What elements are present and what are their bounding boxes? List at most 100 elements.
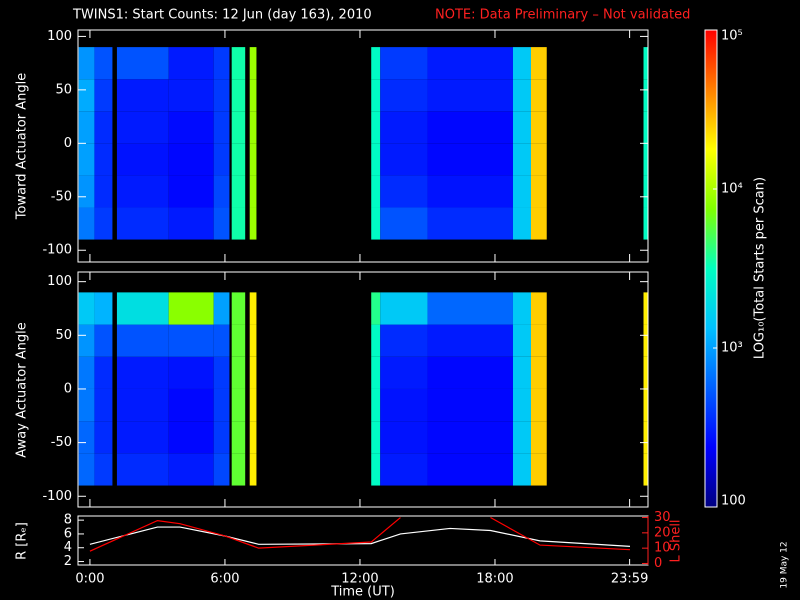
heatmap-cell [427, 453, 513, 486]
heatmap-cell [116, 47, 169, 80]
heatmap-cell [380, 356, 428, 389]
heatmap-cell [371, 421, 381, 454]
y-tick-label: 50 [55, 82, 72, 97]
heatmap-cell [371, 292, 381, 325]
line-series [89, 526, 631, 547]
heatmap-cell [249, 111, 257, 144]
heatmap-cell [78, 143, 95, 176]
y-tick-label: -100 [42, 243, 72, 258]
heatmap-cell [371, 79, 381, 112]
heatmap-cell [94, 421, 113, 454]
heatmap-cell [168, 421, 214, 454]
heatmap-cell [427, 421, 513, 454]
heatmap-cell [512, 356, 531, 389]
heatmap-cell [643, 111, 648, 144]
heatmap-cell [380, 453, 428, 486]
heatmap-cell [371, 207, 381, 240]
heatmap-cell [643, 143, 648, 176]
colorbar-tick-label: 10⁴ [721, 182, 743, 197]
x-tick-label: 12:00 [341, 572, 378, 587]
heatmap-cell [249, 356, 257, 389]
y-tick-label: 8 [64, 513, 72, 528]
heatmap-cell [231, 453, 246, 486]
heatmap-cell [168, 356, 214, 389]
heatmap-cell [116, 356, 169, 389]
colorbar-tick-label: 100 [721, 494, 746, 509]
heatmap-cell [530, 175, 547, 208]
heatmap-cell [116, 292, 169, 325]
heatmap-cell [116, 324, 169, 357]
heatmap-cell [643, 388, 648, 422]
heatmap-cell [231, 421, 246, 454]
heatmap-cell [78, 207, 95, 240]
y-tick-label: -50 [51, 189, 72, 204]
y2-axis-label: L Shell [669, 519, 684, 562]
heatmap-cell [78, 79, 95, 112]
heatmap-cell [530, 292, 547, 325]
heatmap-cell [168, 207, 214, 240]
heatmap-cell [78, 324, 95, 357]
heatmap-cell [249, 421, 257, 454]
heatmap-cell [371, 175, 381, 208]
heatmap-cell [231, 292, 246, 325]
heatmap-cell [168, 47, 214, 80]
heatmap-cell [380, 111, 428, 144]
heatmap-cell [94, 79, 113, 112]
x-tick-label: 0:00 [75, 572, 104, 587]
heatmap-cell [530, 453, 547, 486]
heatmap-cell [78, 356, 95, 389]
heatmap-cell [380, 207, 428, 240]
heatmap-cell [94, 175, 113, 208]
colorbar-tick-label: 10⁵ [721, 29, 743, 44]
heatmap-cell [78, 421, 95, 454]
heatmap-cell [168, 175, 214, 208]
heatmap-cell [371, 453, 381, 486]
heatmap-cell [249, 79, 257, 112]
heatmap-cell [231, 79, 246, 112]
heatmap-cell [371, 324, 381, 357]
heatmap-cell [427, 324, 513, 357]
heatmap-cell [427, 175, 513, 208]
y-tick-label: 4 [64, 540, 72, 555]
heatmap-cell [249, 207, 257, 240]
y-tick-label: -50 [51, 435, 72, 450]
heatmap-cell [643, 292, 648, 325]
note: NOTE: Data Preliminary – Not validated [435, 8, 690, 23]
heatmap-cell [94, 453, 113, 486]
y-tick-label: 100 [47, 29, 72, 44]
y2-tick-label: 10 [654, 541, 671, 556]
heatmap-cell [512, 292, 531, 325]
heatmap-cell [427, 356, 513, 389]
heatmap-cell [116, 175, 169, 208]
heatmap-cell [168, 292, 214, 325]
heatmap-cell [380, 292, 428, 325]
x-tick-label: 23:59 [611, 572, 648, 587]
heatmap-cell [530, 421, 547, 454]
heatmap-cell [116, 421, 169, 454]
heatmap-cell [116, 388, 169, 422]
heatmap-cell [213, 292, 230, 325]
heatmap-cell [530, 324, 547, 357]
heatmap-cell [643, 79, 648, 112]
y-axis-label: R [Rₑ] [15, 522, 30, 560]
heatmap-cell [213, 388, 230, 422]
y-tick-label: 6 [64, 526, 72, 541]
heatmap-cell [94, 356, 113, 389]
heatmap-cell [231, 143, 246, 176]
heatmap-cell [380, 388, 428, 422]
heatmap-cell [249, 324, 257, 357]
heatmap-cell [512, 47, 531, 80]
heatmap-cell [427, 292, 513, 325]
heatmap-cell [94, 111, 113, 144]
y-tick-label: 0 [64, 381, 72, 396]
heatmap-cell [512, 207, 531, 240]
heatmap-cell [427, 388, 513, 422]
heatmap-cell [168, 143, 214, 176]
heatmap-cell [371, 143, 381, 176]
heatmap-cell [530, 143, 547, 176]
heatmap-cell [94, 324, 113, 357]
heatmap-cell [643, 207, 648, 240]
heatmap-cell [213, 143, 230, 176]
heatmap-cell [249, 143, 257, 176]
heatmap-cell [643, 47, 648, 80]
